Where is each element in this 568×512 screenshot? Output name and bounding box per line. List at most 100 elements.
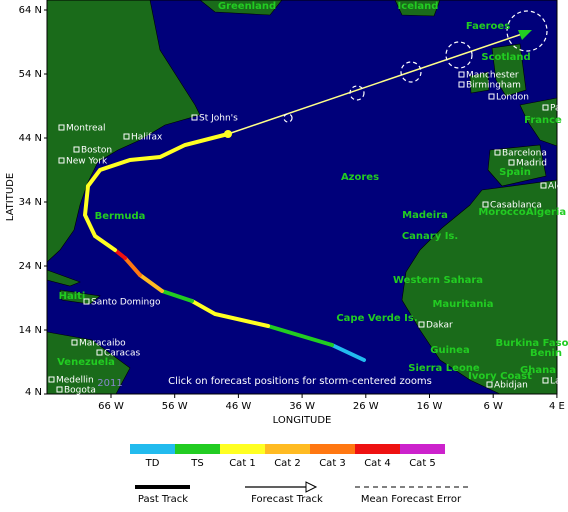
region-label: Greenland (218, 1, 276, 12)
lon-label: 66 W (98, 401, 124, 412)
city-marker (83, 298, 90, 305)
city-marker (542, 104, 549, 111)
north-america (46, 0, 201, 263)
city-label: Halifax (131, 133, 163, 143)
city-label: Dakar (426, 321, 453, 331)
intensity-label: Cat 1 (229, 458, 256, 469)
intensity-swatch (400, 444, 445, 454)
forecast-track (227, 33, 523, 135)
track-cat2 (138, 273, 164, 293)
city-marker (458, 71, 465, 78)
intensity-label: Cat 4 (364, 458, 391, 469)
city-marker (56, 386, 63, 393)
region-label: Faeroes (466, 21, 510, 32)
city-label: Birmingham (466, 81, 521, 91)
city-marker (123, 133, 130, 140)
lon-label: 36 W (289, 401, 315, 412)
error-circle[interactable] (283, 113, 293, 123)
forecast-arrow (518, 30, 532, 40)
legend-label: Mean Forecast Error (361, 494, 462, 505)
intensity-swatch (355, 444, 400, 454)
forecast-error (283, 10, 548, 123)
city-marker (508, 159, 515, 166)
city-marker (73, 146, 80, 153)
intensity-swatch (220, 444, 265, 454)
city-label: Algiers (548, 182, 568, 192)
x-axis-title: LONGITUDE (273, 415, 332, 426)
city-label: St John's (199, 114, 238, 124)
city-label: Manchester (466, 71, 519, 81)
city-label: Barcelona (502, 149, 547, 159)
lat-label: 14 N (19, 325, 42, 336)
lon-label: 46 W (226, 401, 252, 412)
city-label: Maracaibo (79, 339, 126, 349)
region-label: Guinea (430, 345, 469, 356)
city-label: Santo Domingo (91, 298, 161, 308)
track-cat3 (123, 256, 142, 277)
intensity-swatch (130, 444, 175, 454)
error-circle[interactable] (506, 10, 548, 52)
region-label: Scotland (481, 52, 530, 63)
city-marker (48, 376, 55, 383)
lat-label: 44 N (19, 133, 42, 144)
year: 2011 (97, 378, 122, 389)
error-circle[interactable] (445, 41, 473, 69)
intensity-swatch (175, 444, 220, 454)
track-ts (266, 324, 334, 347)
city-marker (58, 157, 65, 164)
past-track (82, 132, 366, 362)
ireland (469, 71, 490, 94)
land (46, 0, 558, 395)
legend-label: Past Track (138, 494, 188, 505)
lat-label: 24 N (19, 261, 42, 272)
error-circle[interactable] (349, 85, 365, 101)
city-marker (494, 149, 501, 156)
city-label: Madrid (516, 159, 547, 169)
lat-label: 4 N (25, 387, 42, 398)
region-label: Canary Is. (402, 231, 458, 242)
city-label: Lagos (550, 377, 568, 387)
region-label: Morocco (478, 207, 525, 218)
city-marker (418, 321, 425, 328)
iceland-land (394, 0, 441, 17)
city-marker (488, 93, 495, 100)
region-label: Spain (499, 167, 531, 178)
city-label: Bogota (64, 386, 96, 396)
region-label: Azores (341, 172, 379, 183)
region-label: Western Sahara (393, 275, 483, 286)
region-label: Iceland (398, 1, 439, 12)
intensity-label: TS (190, 458, 203, 469)
region-label: Madeira (402, 210, 448, 221)
city-marker (96, 349, 103, 356)
track-td (330, 343, 366, 362)
city-label: Medellin (56, 376, 94, 386)
error-circle[interactable] (400, 61, 422, 83)
region-label: Burkina Faso (496, 338, 568, 349)
city-marker (191, 114, 198, 121)
city-label: Caracas (104, 349, 140, 359)
city-label: London (496, 93, 529, 103)
lon-label: 26 W (353, 401, 379, 412)
region-label: Ghana (520, 365, 556, 376)
region-label: Haiti (59, 291, 86, 302)
region-label: Benin (530, 348, 562, 359)
greenland-land (199, 0, 283, 16)
city-label: Paris (550, 104, 568, 114)
city-label: Abidjan (494, 381, 528, 391)
note: Click on forecast positions for storm-ce… (168, 376, 432, 387)
hispaniola (59, 289, 101, 305)
lat-label: 34 N (19, 197, 42, 208)
region-label: Venezuela (57, 357, 115, 368)
region-label: Bermuda (95, 211, 146, 222)
city-label: Boston (81, 146, 112, 156)
intensity-swatch (265, 444, 310, 454)
region-label: France (524, 115, 562, 126)
region-label: Ivory Coast (468, 371, 532, 382)
region-label: Cape Verde Is. (336, 313, 417, 324)
city-marker (58, 124, 65, 131)
iberia (487, 144, 547, 187)
intensity-label: Cat 3 (319, 458, 346, 469)
region-label: Algeria (526, 207, 566, 218)
legend-label: Forecast Track (251, 494, 323, 505)
